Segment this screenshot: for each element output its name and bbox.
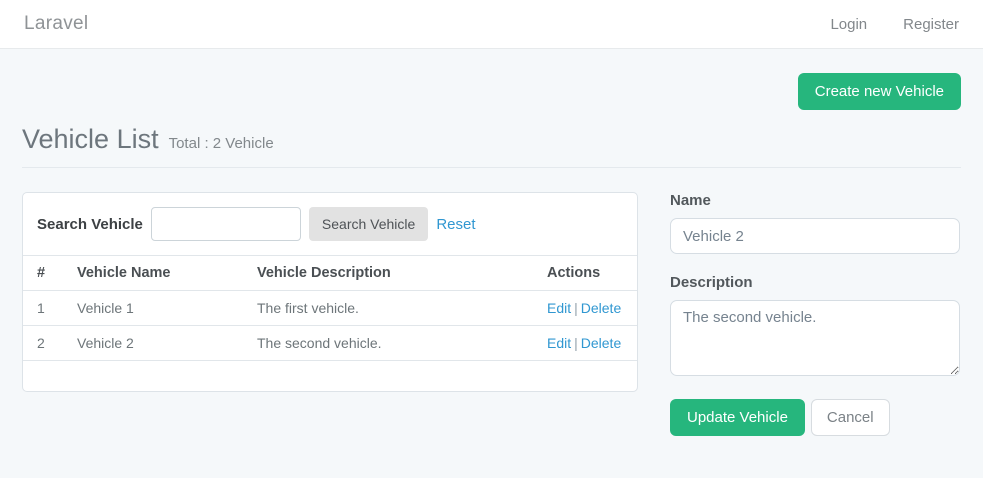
delete-link[interactable]: Delete [580,300,622,316]
search-label: Search Vehicle [37,215,143,233]
description-field[interactable]: The second vehicle. [670,300,960,376]
content-container: Create new Vehicle Vehicle List Total : … [0,49,983,436]
name-label: Name [670,192,711,209]
update-vehicle-button[interactable]: Update Vehicle [670,399,805,436]
vehicle-description: The second vehicle. [243,325,533,361]
page-title: Vehicle List [22,124,159,154]
navbar: Laravel Login Register [0,0,983,49]
divider [22,167,961,168]
header-number: # [23,255,63,291]
main-layout: Search Vehicle Search Vehicle Reset # Ve… [22,192,961,436]
vehicle-name: Vehicle 1 [63,290,243,326]
table-row: 2 Vehicle 2 The second vehicle. Edit | Del… [23,325,637,361]
total-count-label: Total : 2 Vehicle [168,135,274,152]
vehicle-description: The first vehicle. [243,290,533,326]
cancel-button[interactable]: Cancel [810,399,890,436]
create-row: Create new Vehicle [22,73,961,110]
action-separator: | [574,300,578,316]
brand-link[interactable]: Laravel [24,13,89,34]
search-form: Search Vehicle Search Vehicle Reset [23,193,637,255]
name-field[interactable] [670,218,960,254]
vehicle-list-card: Search Vehicle Search Vehicle Reset # Ve… [22,192,638,392]
vehicle-table: # Vehicle Name Vehicle Description Actio… [23,255,637,361]
title-row: Vehicle List Total : 2 Vehicle [22,124,961,155]
edit-link[interactable]: Edit [547,300,572,316]
description-label: Description [670,274,753,291]
search-button[interactable]: Search Vehicle [308,207,429,241]
reset-link[interactable]: Reset [436,215,476,233]
row-actions: Edit | Delete [533,325,637,361]
login-link[interactable]: Login [830,15,868,33]
edit-vehicle-form: Name Description The second vehicle. Upd… [670,192,960,436]
delete-link[interactable]: Delete [580,335,622,351]
navbar-links: Login Register [830,16,959,33]
header-vehicle-description: Vehicle Description [243,255,533,291]
header-actions: Actions [533,255,637,291]
vehicle-name: Vehicle 2 [63,325,243,361]
action-separator: | [574,335,578,351]
edit-link[interactable]: Edit [547,335,572,351]
table-row: 1 Vehicle 1 The first vehicle. Edit | Dele… [23,290,637,326]
row-actions: Edit | Delete [533,290,637,326]
row-number: 1 [23,290,63,326]
search-input[interactable] [150,207,301,241]
table-header-row: # Vehicle Name Vehicle Description Actio… [23,255,637,291]
create-new-vehicle-button[interactable]: Create new Vehicle [797,73,961,110]
register-link[interactable]: Register [903,15,959,33]
row-number: 2 [23,325,63,361]
form-buttons: Update Vehicle Cancel [670,399,960,436]
header-vehicle-name: Vehicle Name [63,255,243,291]
